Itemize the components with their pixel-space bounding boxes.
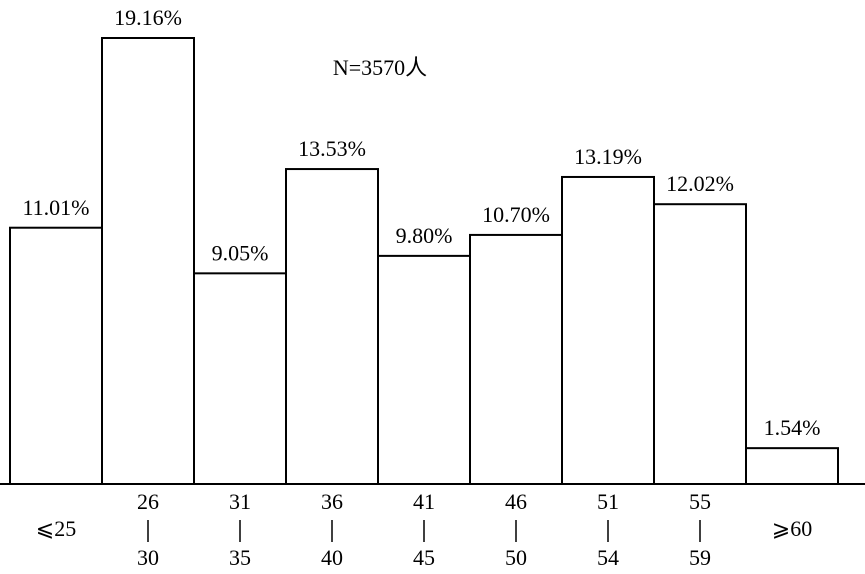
bar — [377, 254, 471, 485]
value-label: 11.01% — [22, 195, 89, 220]
value-label: 9.05% — [212, 240, 269, 265]
bar — [469, 233, 563, 485]
x-tick-label: ⩽25 — [36, 516, 76, 541]
x-tick-label: 55 — [689, 489, 711, 514]
bar — [653, 203, 747, 485]
x-tick-label: ⩾60 — [772, 516, 812, 541]
x-tick-label: 59 — [689, 545, 711, 570]
value-label: 9.80% — [396, 223, 453, 248]
x-tick-label: 51 — [597, 489, 619, 514]
bar — [9, 226, 103, 485]
x-tick-label: 31 — [229, 489, 251, 514]
bar — [561, 175, 655, 485]
x-tick-label: 26 — [137, 489, 159, 514]
x-tick-label: 46 — [505, 489, 527, 514]
value-label: 13.53% — [298, 136, 366, 161]
x-tick-label: 30 — [137, 545, 159, 570]
value-label: 10.70% — [482, 202, 550, 227]
bar — [101, 37, 195, 485]
bar — [285, 168, 379, 486]
x-tick-label: 45 — [413, 545, 435, 570]
value-label: 12.02% — [666, 171, 734, 196]
x-tick-label: 40 — [321, 545, 343, 570]
value-label: 13.19% — [574, 144, 642, 169]
x-tick-label: 36 — [321, 489, 343, 514]
value-label: 1.54% — [764, 415, 821, 440]
x-tick-label: 54 — [597, 545, 619, 570]
value-label: 19.16% — [114, 5, 182, 30]
bar — [193, 272, 287, 485]
x-tick-label: 35 — [229, 545, 251, 570]
bar — [745, 447, 839, 486]
x-tick-label: 50 — [505, 545, 527, 570]
annotation: N=3570人 — [333, 55, 427, 80]
x-tick-label: 41 — [413, 489, 435, 514]
